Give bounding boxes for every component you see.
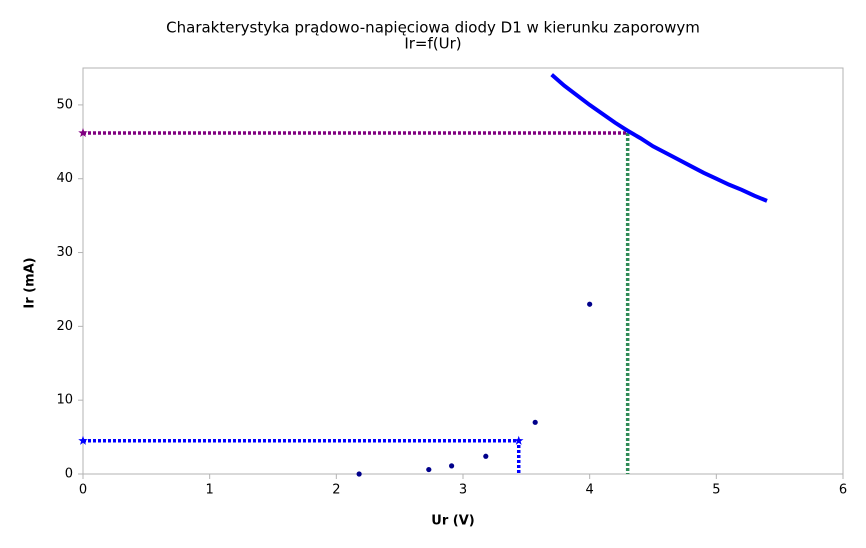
x-tick-label: 6 [839, 483, 847, 498]
chart-title: Charakterystyka prądowo-napięciowa diody… [166, 19, 700, 37]
x-tick-label: 3 [459, 483, 467, 498]
point [532, 419, 538, 425]
y-axis-title: Ir (mA) [23, 257, 38, 308]
chart-subtitle: Ir=f(Ur) [404, 35, 461, 53]
y-tick-label: 30 [56, 245, 73, 260]
star-marker [78, 435, 88, 445]
star-marker [513, 435, 524, 445]
x-tick-label: 4 [586, 483, 594, 498]
star-marker [78, 127, 88, 138]
point [356, 471, 362, 477]
y-tick-label: 10 [56, 393, 73, 408]
dotted-line [83, 439, 521, 474]
plot-area [82, 67, 844, 475]
curve [550, 73, 768, 203]
point [449, 463, 455, 469]
point [483, 453, 489, 459]
x-tick-label: 5 [712, 483, 720, 498]
point [426, 466, 432, 473]
x-tick-label: 1 [206, 483, 214, 498]
x-tick-label: 2 [332, 483, 340, 498]
point [587, 301, 593, 307]
y-tick-label: 20 [56, 319, 73, 334]
x-axis-title: Ur (V) [431, 514, 474, 529]
y-tick-label: 40 [56, 171, 73, 186]
y-tick-label: 0 [65, 467, 73, 482]
y-tick-label: 50 [56, 97, 73, 112]
x-tick-label: 0 [79, 483, 87, 498]
